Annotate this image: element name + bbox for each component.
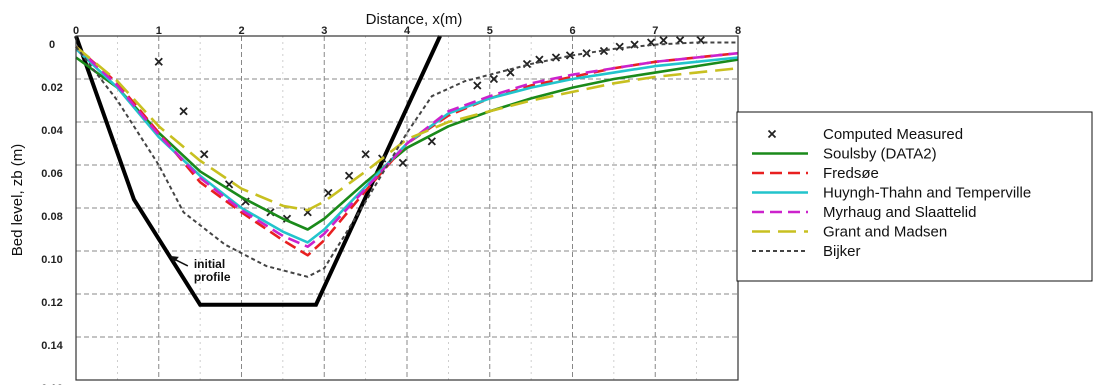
legend-entry: Huyngh-Thahn and Temperville <box>752 185 1031 202</box>
measured-point <box>615 42 624 51</box>
measured-point <box>599 46 609 56</box>
legend-label: Myrhaug and Slaattelid <box>823 204 976 221</box>
x-axis-label: Distance, x(m) <box>366 11 463 28</box>
annotation-text: profile <box>194 270 231 284</box>
marker-stroke <box>615 42 624 51</box>
annotation-text: initial <box>194 257 225 271</box>
marker-stroke <box>630 40 639 49</box>
measured-point <box>506 68 515 77</box>
y-tick-label: 0.04 <box>41 125 63 137</box>
measured-point <box>565 51 575 60</box>
legend-label: Grant and Madsen <box>823 224 947 241</box>
measured-point <box>489 74 499 84</box>
marker-stroke <box>154 57 163 66</box>
x-tick-label: 2 <box>238 25 244 37</box>
legend-label: Computed Measured <box>823 126 963 143</box>
marker-stroke <box>200 150 209 159</box>
marker-stroke <box>179 107 188 116</box>
marker-stroke <box>767 129 777 139</box>
marker-stroke <box>599 46 609 56</box>
marker-stroke <box>427 137 436 146</box>
series-line-6 <box>75 41 738 278</box>
legend-entry: Grant and Madsen <box>752 224 947 241</box>
x-tick-label: 3 <box>321 25 327 37</box>
legend-entry: Myrhaug and Slaattelid <box>752 204 976 221</box>
legend-label: Soulsby (DATA2) <box>823 146 937 163</box>
legend: Computed Measured Soulsby (DATA2) Fredsøe H… <box>736 111 1093 282</box>
y-tick-label: 0.10 <box>41 254 62 266</box>
measured-point <box>361 150 370 159</box>
legend-entry: Computed Measured <box>767 126 963 143</box>
y-tick-label: 0 <box>49 39 55 51</box>
measured-point <box>398 158 407 167</box>
marker-stroke <box>489 74 499 84</box>
marker-stroke <box>565 51 575 60</box>
x-tick-label: 5 <box>487 25 493 37</box>
axes-layer: 0 1 2 3 4 5 6 7 8 0 0.02 0.04 0.06 0.08 0.10 0.12 0.14 0.… <box>41 25 741 385</box>
marker-stroke <box>398 158 407 167</box>
measured-point <box>179 107 188 116</box>
measured-point <box>473 81 482 90</box>
marker-stroke <box>473 81 482 90</box>
measured-point <box>659 36 668 45</box>
legend-entry: Fredsøe <box>752 165 879 182</box>
legend-box <box>736 111 1093 282</box>
annotation-arrowhead <box>169 255 179 263</box>
y-tick-label: 0.12 <box>41 297 62 309</box>
measured-point <box>344 171 354 180</box>
legend-entry: Soulsby (DATA2) <box>752 146 937 163</box>
legend-label: Fredsøe <box>823 165 879 182</box>
series-layer <box>74 35 739 307</box>
y-tick-label: 0.16 <box>41 383 62 385</box>
y-tick-label: 0.14 <box>41 340 63 352</box>
grid-layer <box>75 35 739 381</box>
measured-point <box>200 150 209 159</box>
legend-entry: Bijker <box>752 243 861 260</box>
series-line-5 <box>75 45 739 212</box>
x-tick-label: 7 <box>652 25 658 37</box>
x-tick-label: 4 <box>404 25 411 37</box>
marker-stroke <box>506 68 515 77</box>
y-tick-label: 0.02 <box>41 82 62 94</box>
marker-stroke <box>361 150 370 159</box>
y-axis-label: Bed level, zb (m) <box>9 144 26 257</box>
x-tick-label: 1 <box>156 25 162 37</box>
x-tick-label: 0 <box>73 25 79 37</box>
marker-stroke <box>659 36 668 45</box>
initial-profile-line <box>74 35 442 307</box>
marker-stroke <box>344 171 354 180</box>
marker-stroke <box>282 214 292 223</box>
legend-marker <box>767 129 777 139</box>
y-tick-label: 0.08 <box>41 211 62 223</box>
x-tick-label: 6 <box>569 25 575 37</box>
legend-label: Huyngh-Thahn and Temperville <box>823 185 1031 202</box>
measured-point <box>427 137 436 146</box>
y-tick-label: 0.06 <box>41 168 62 180</box>
marker-stroke <box>324 188 333 198</box>
legend-label: Bijker <box>823 243 861 260</box>
measured-point <box>154 57 163 66</box>
x-tick-label: 8 <box>735 25 741 37</box>
